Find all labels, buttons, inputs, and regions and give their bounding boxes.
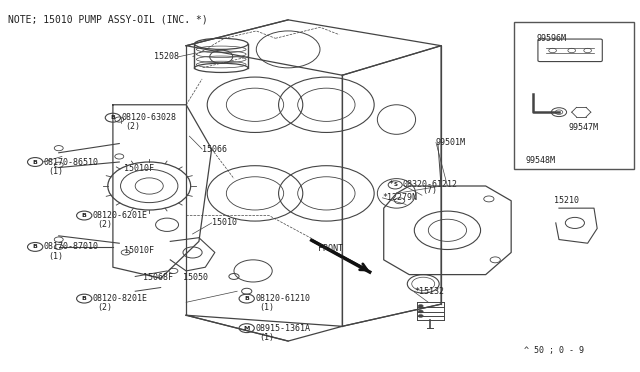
Text: (1): (1)	[48, 167, 63, 176]
Text: 15066: 15066	[202, 145, 227, 154]
Text: (1): (1)	[259, 333, 275, 342]
Circle shape	[418, 314, 423, 317]
Text: B: B	[244, 296, 249, 301]
Text: S: S	[393, 182, 397, 187]
Text: 08120-63028: 08120-63028	[121, 113, 176, 122]
Text: (1): (1)	[48, 251, 63, 261]
Text: 99548M: 99548M	[525, 156, 555, 166]
Text: 15010F: 15010F	[124, 246, 154, 255]
Text: M: M	[244, 326, 250, 331]
Text: B: B	[82, 296, 86, 301]
Text: *: *	[389, 180, 399, 189]
Text: *15132: *15132	[414, 288, 444, 296]
Text: 15050: 15050	[183, 273, 208, 282]
Text: (2): (2)	[97, 303, 112, 312]
Circle shape	[418, 305, 423, 308]
Text: (2): (2)	[125, 122, 141, 131]
Text: 08120-61210: 08120-61210	[255, 294, 310, 303]
Text: (2): (2)	[97, 220, 112, 229]
Text: 08120-6201E: 08120-6201E	[93, 211, 147, 220]
Text: B: B	[111, 115, 115, 120]
Text: 08170-87010: 08170-87010	[44, 243, 99, 251]
Text: FRONT: FRONT	[318, 244, 343, 253]
Text: 15210: 15210	[554, 196, 579, 205]
Text: ^ 50 ; 0 - 9: ^ 50 ; 0 - 9	[524, 346, 584, 355]
Text: B: B	[33, 160, 38, 164]
Text: 08320-61212: 08320-61212	[403, 180, 458, 189]
Text: B: B	[82, 213, 86, 218]
Text: 15010F: 15010F	[124, 164, 154, 173]
Text: 08170-86510: 08170-86510	[44, 157, 99, 167]
Text: 08915-1361A: 08915-1361A	[255, 324, 310, 333]
Text: (1): (1)	[259, 303, 275, 312]
Text: 99596M: 99596M	[537, 34, 566, 43]
Text: *12279N: *12279N	[383, 193, 417, 202]
Text: B: B	[33, 244, 38, 249]
Bar	[515, 22, 634, 169]
Text: 99501M: 99501M	[436, 138, 466, 147]
Text: 08120-8201E: 08120-8201E	[93, 294, 147, 303]
Circle shape	[418, 310, 423, 313]
Text: NOTE; 15010 PUMP ASSY-OIL (INC. *): NOTE; 15010 PUMP ASSY-OIL (INC. *)	[8, 14, 207, 24]
Text: 15208: 15208	[154, 52, 179, 61]
Text: 15068F: 15068F	[143, 273, 173, 282]
Text: 99547M: 99547M	[568, 123, 598, 132]
Text: 15010: 15010	[212, 218, 237, 227]
Text: (7): (7)	[422, 186, 437, 195]
